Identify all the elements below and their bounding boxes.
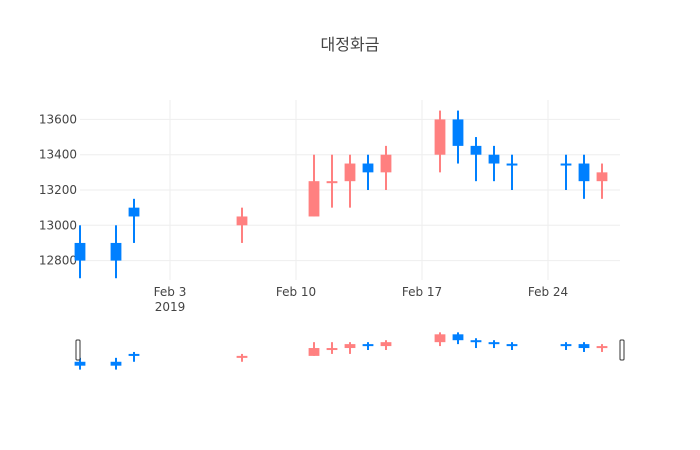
slider-candle [560, 342, 572, 350]
slider-candle-body [326, 348, 338, 351]
candle-body [596, 172, 608, 182]
y-tick-label: 13600 [39, 112, 77, 126]
slider-candle-body [488, 342, 500, 345]
slider-candle [470, 338, 482, 349]
slider-candle-body [506, 344, 518, 347]
candle [578, 154, 590, 199]
candle [110, 225, 122, 279]
slider-candle-body [128, 353, 140, 356]
slider-candle [452, 332, 464, 345]
y-tick-label: 12800 [39, 254, 77, 268]
slider-candle-body [380, 342, 392, 347]
candle-body [506, 163, 518, 166]
y-axis-ticks: 12800 13000 13200 13400 13600 [39, 112, 77, 267]
slider-candle [362, 342, 374, 350]
y-tick-label: 13200 [39, 183, 77, 197]
candle [452, 110, 464, 164]
slider-candle-body [110, 361, 122, 366]
slider-candle [596, 344, 608, 352]
slider-candle [344, 342, 356, 354]
slider-candle-body [560, 344, 572, 347]
candle-body [74, 242, 86, 261]
slider-candle-body [596, 346, 608, 349]
slider-candle [434, 332, 446, 347]
slider-candle-body [578, 344, 590, 349]
slider-candle [380, 340, 392, 350]
candle-body [326, 181, 338, 184]
candle [596, 163, 608, 199]
candle [344, 154, 356, 208]
range-slider[interactable] [74, 332, 625, 370]
candle-body [560, 163, 572, 166]
chart-title: 대정화금 [321, 35, 380, 54]
x-tick-label: Feb 3 [154, 285, 187, 299]
candle [74, 225, 86, 279]
slider-candle [506, 342, 518, 350]
slider-candle [236, 353, 248, 362]
candle-body [344, 163, 356, 182]
slider-candle [308, 342, 320, 356]
candle [326, 154, 338, 208]
x-tick-year-label: 2019 [155, 300, 186, 314]
candle-body [488, 154, 500, 164]
slider-candle-body [470, 340, 482, 343]
candle-body [362, 163, 374, 173]
slider-candle [128, 351, 140, 362]
slider-candle [488, 340, 500, 349]
slider-candle [110, 357, 122, 370]
candle [362, 154, 374, 190]
candles [74, 110, 608, 279]
slider-candle-body [344, 344, 356, 349]
slider-candle [578, 342, 590, 352]
candle-body [110, 242, 122, 261]
candle [308, 154, 320, 217]
candle-body [308, 181, 320, 217]
candle [470, 137, 482, 182]
candle-body [470, 145, 482, 155]
slider-candle-body [236, 355, 248, 358]
candle [236, 207, 248, 243]
candle [128, 198, 140, 243]
slider-candle-body [308, 348, 320, 356]
candle [380, 145, 392, 190]
candle-body [578, 163, 590, 182]
candle-body [128, 207, 140, 217]
y-tick-label: 13000 [39, 218, 77, 232]
range-slider-right-handle[interactable] [619, 339, 625, 361]
candle [506, 154, 518, 190]
range-slider-left-handle[interactable] [75, 339, 81, 361]
x-tick-label: Feb 24 [528, 285, 568, 299]
slider-candle-body [74, 361, 86, 366]
candle-body [236, 216, 248, 226]
candle [560, 154, 572, 190]
x-tick-label: Feb 17 [402, 285, 442, 299]
slider-candle-body [362, 344, 374, 347]
slider-candle-body [434, 334, 446, 343]
candle [488, 145, 500, 182]
y-tick-label: 13400 [39, 148, 77, 162]
candle-body [380, 154, 392, 173]
slider-candle-body [452, 334, 464, 341]
x-tick-label: Feb 10 [276, 285, 316, 299]
slider-candle [326, 342, 338, 354]
candle-body [452, 119, 464, 146]
candle [434, 110, 446, 173]
candle-body [434, 119, 446, 155]
